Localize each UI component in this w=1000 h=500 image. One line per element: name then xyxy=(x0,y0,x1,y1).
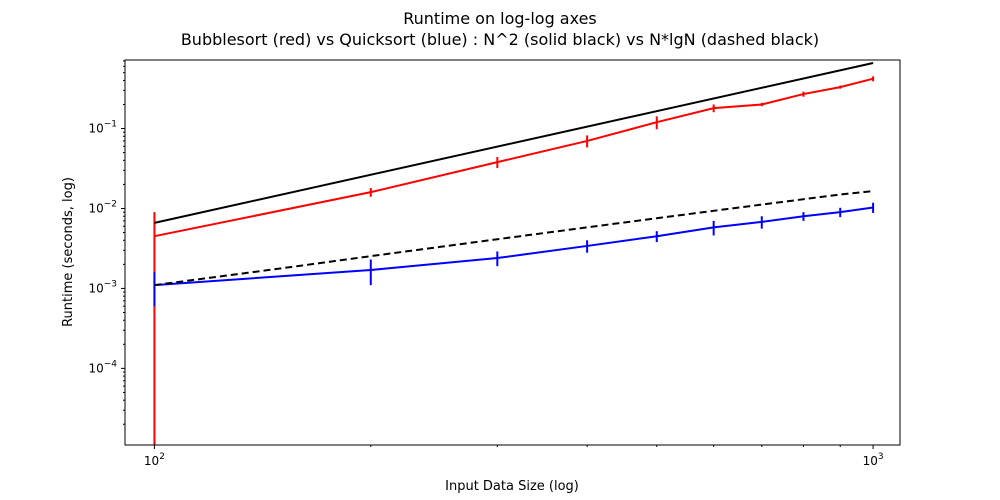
series-layer xyxy=(153,62,875,445)
series-line-0 xyxy=(154,77,874,238)
y-axis-label: Runtime (seconds, log) xyxy=(61,177,76,327)
series-line-3 xyxy=(154,190,874,287)
y-tick-label: 10−2 xyxy=(88,199,117,215)
plot-frame xyxy=(124,59,901,446)
y-tick-label: 10−4 xyxy=(88,359,117,375)
x-tick-label: 103 xyxy=(863,452,884,468)
x-tick-label: 102 xyxy=(144,452,165,468)
series-line-2 xyxy=(154,62,874,224)
chart-subtitle: Bubblesort (red) vs Quicksort (blue) : N… xyxy=(181,30,819,49)
y-tick-label: 10−1 xyxy=(88,120,117,136)
ticks-layer: 102 103 10−4 10−3 10−2 10−1 xyxy=(88,60,884,468)
x-axis-label: Input Data Size (log) xyxy=(445,479,579,494)
series-line-1 xyxy=(154,206,874,287)
y-tick-label: 10−3 xyxy=(88,279,117,295)
chart-title: Runtime on log-log axes xyxy=(403,9,597,28)
